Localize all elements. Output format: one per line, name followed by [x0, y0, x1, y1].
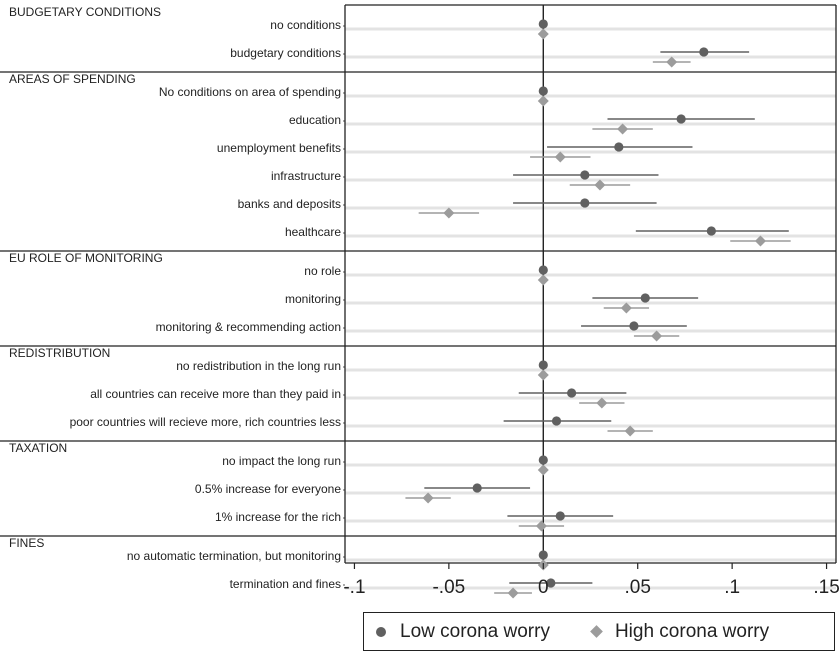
point-high-corona	[666, 56, 678, 68]
row-label: termination and fines	[230, 577, 341, 591]
point-high-corona	[594, 179, 606, 191]
point-high-corona	[624, 425, 636, 437]
point-low-corona	[676, 114, 686, 124]
row-label: 1% increase for the rich	[215, 510, 341, 524]
point-low-corona	[538, 550, 548, 560]
point-low-corona	[538, 360, 548, 370]
point-high-corona	[537, 28, 549, 40]
row-label: monitoring & recommending action	[156, 320, 341, 334]
row-label: all countries can receive more than they…	[90, 387, 341, 401]
point-high-corona	[617, 123, 629, 135]
x-tick-label: .05	[625, 577, 651, 598]
point-low-corona	[538, 19, 548, 29]
point-high-corona	[422, 492, 434, 504]
row-label: no redistribution in the long run	[176, 359, 341, 373]
point-low-corona	[580, 170, 590, 180]
x-tick-label: -.1	[343, 577, 365, 598]
group-title: AREAS OF SPENDING	[9, 72, 136, 86]
row-label: monitoring	[285, 292, 341, 306]
group-title: BUDGETARY CONDITIONS	[9, 5, 161, 19]
x-axis: -.1 -.05 0 .05 .1 .15	[343, 563, 839, 598]
point-low-corona	[580, 198, 590, 208]
point-low-corona	[706, 226, 716, 236]
point-high-corona	[507, 587, 519, 599]
row-label: No conditions on area of spending	[159, 85, 341, 99]
point-high-corona	[537, 95, 549, 107]
point-low-corona	[472, 483, 482, 493]
point-high-corona	[443, 207, 455, 219]
point-low-corona	[640, 293, 650, 303]
x-tick-label: .1	[724, 577, 740, 598]
point-high-corona	[754, 235, 766, 247]
point-low-corona	[538, 265, 548, 275]
row-label: no conditions	[270, 18, 341, 32]
point-low-corona	[614, 142, 624, 152]
group-title: EU ROLE OF MONITORING	[9, 251, 163, 265]
row-label: healthcare	[285, 225, 341, 239]
legend-label-high: High corona worry	[614, 620, 770, 642]
row-label: banks and deposits	[238, 197, 341, 211]
row-label: poor countries will recieve more, rich c…	[70, 415, 341, 429]
legend-circle-marker	[376, 626, 386, 637]
row-label: no impact the long run	[222, 454, 341, 468]
point-high-corona	[596, 397, 608, 409]
point-low-corona	[699, 47, 709, 57]
point-high-corona	[620, 302, 632, 314]
group-title: FINES	[9, 536, 44, 550]
point-low-corona	[629, 321, 639, 331]
x-tick-label: -.05	[432, 577, 465, 598]
point-low-corona	[546, 578, 556, 588]
row-label: no role	[304, 264, 341, 278]
point-high-corona	[535, 520, 547, 532]
grid-lines	[345, 27, 836, 590]
row-label: 0.5% increase for everyone	[195, 482, 341, 496]
point-high-corona	[537, 369, 549, 381]
row-label: no automatic termination, but monitoring	[127, 549, 341, 563]
point-low-corona	[538, 455, 548, 465]
point-high-corona	[537, 464, 549, 476]
group-separators	[0, 71, 836, 537]
plot-frame	[344, 4, 837, 564]
row-labels: BUDGETARY CONDITIONS no conditions budgeta…	[9, 5, 345, 591]
row-label: unemployment benefits	[217, 141, 341, 155]
legend-item-low-corona-worry: Low corona worry	[376, 621, 550, 643]
x-tick-label: 0	[538, 577, 549, 598]
row-label: education	[289, 113, 341, 127]
legend-label-low: Low corona worry	[400, 620, 550, 642]
row-label: budgetary conditions	[230, 46, 341, 60]
data-marks	[405, 19, 791, 599]
point-high-corona	[651, 330, 663, 342]
point-high-corona	[537, 274, 549, 286]
point-low-corona	[567, 388, 577, 398]
point-low-corona	[551, 416, 562, 426]
legend-diamond-marker	[590, 625, 603, 638]
row-label: infrastructure	[271, 169, 341, 183]
legend-item-high-corona-worry: High corona worry	[590, 620, 770, 643]
x-tick-label: .15	[813, 577, 839, 598]
group-title: REDISTRIBUTION	[9, 346, 110, 360]
point-low-corona	[555, 511, 565, 521]
point-low-corona	[538, 86, 548, 96]
point-high-corona	[554, 151, 566, 163]
group-title: TAXATION	[9, 441, 67, 455]
legend: Low corona worry High corona worry	[363, 612, 835, 651]
